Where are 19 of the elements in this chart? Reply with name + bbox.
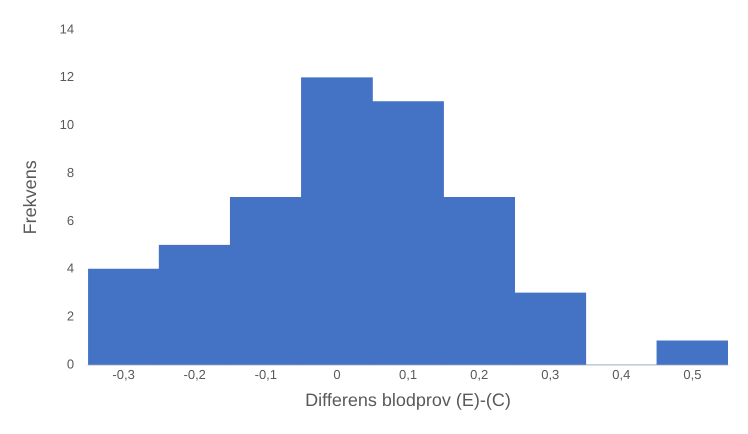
x-tick-label: -0,1 <box>254 367 278 382</box>
y-tick-label: 6 <box>66 212 74 228</box>
x-tick-label: 0 <box>333 367 341 382</box>
x-tick-label: -0,3 <box>112 367 135 382</box>
x-tick-label: 0,1 <box>398 367 418 382</box>
y-tick-label: 8 <box>66 164 74 180</box>
y-axis-title: Frekvens <box>20 160 40 234</box>
x-tick-label: -0,2 <box>184 367 206 382</box>
y-tick-label: 12 <box>60 69 74 84</box>
x-tick-label: 0,4 <box>612 367 630 382</box>
y-tick-label: 2 <box>66 308 74 324</box>
x-axis-title: Differens blodprov (E)-(C) <box>305 390 511 410</box>
y-tick-label: 14 <box>60 21 74 36</box>
x-tick-label: 0,2 <box>470 367 488 382</box>
y-tick-label: 0 <box>66 356 74 372</box>
x-tick-label: 0,3 <box>541 367 560 382</box>
y-tick-label: 10 <box>60 117 74 132</box>
y-tick-label: 4 <box>66 260 74 276</box>
x-tick-label: 0,5 <box>683 367 702 382</box>
